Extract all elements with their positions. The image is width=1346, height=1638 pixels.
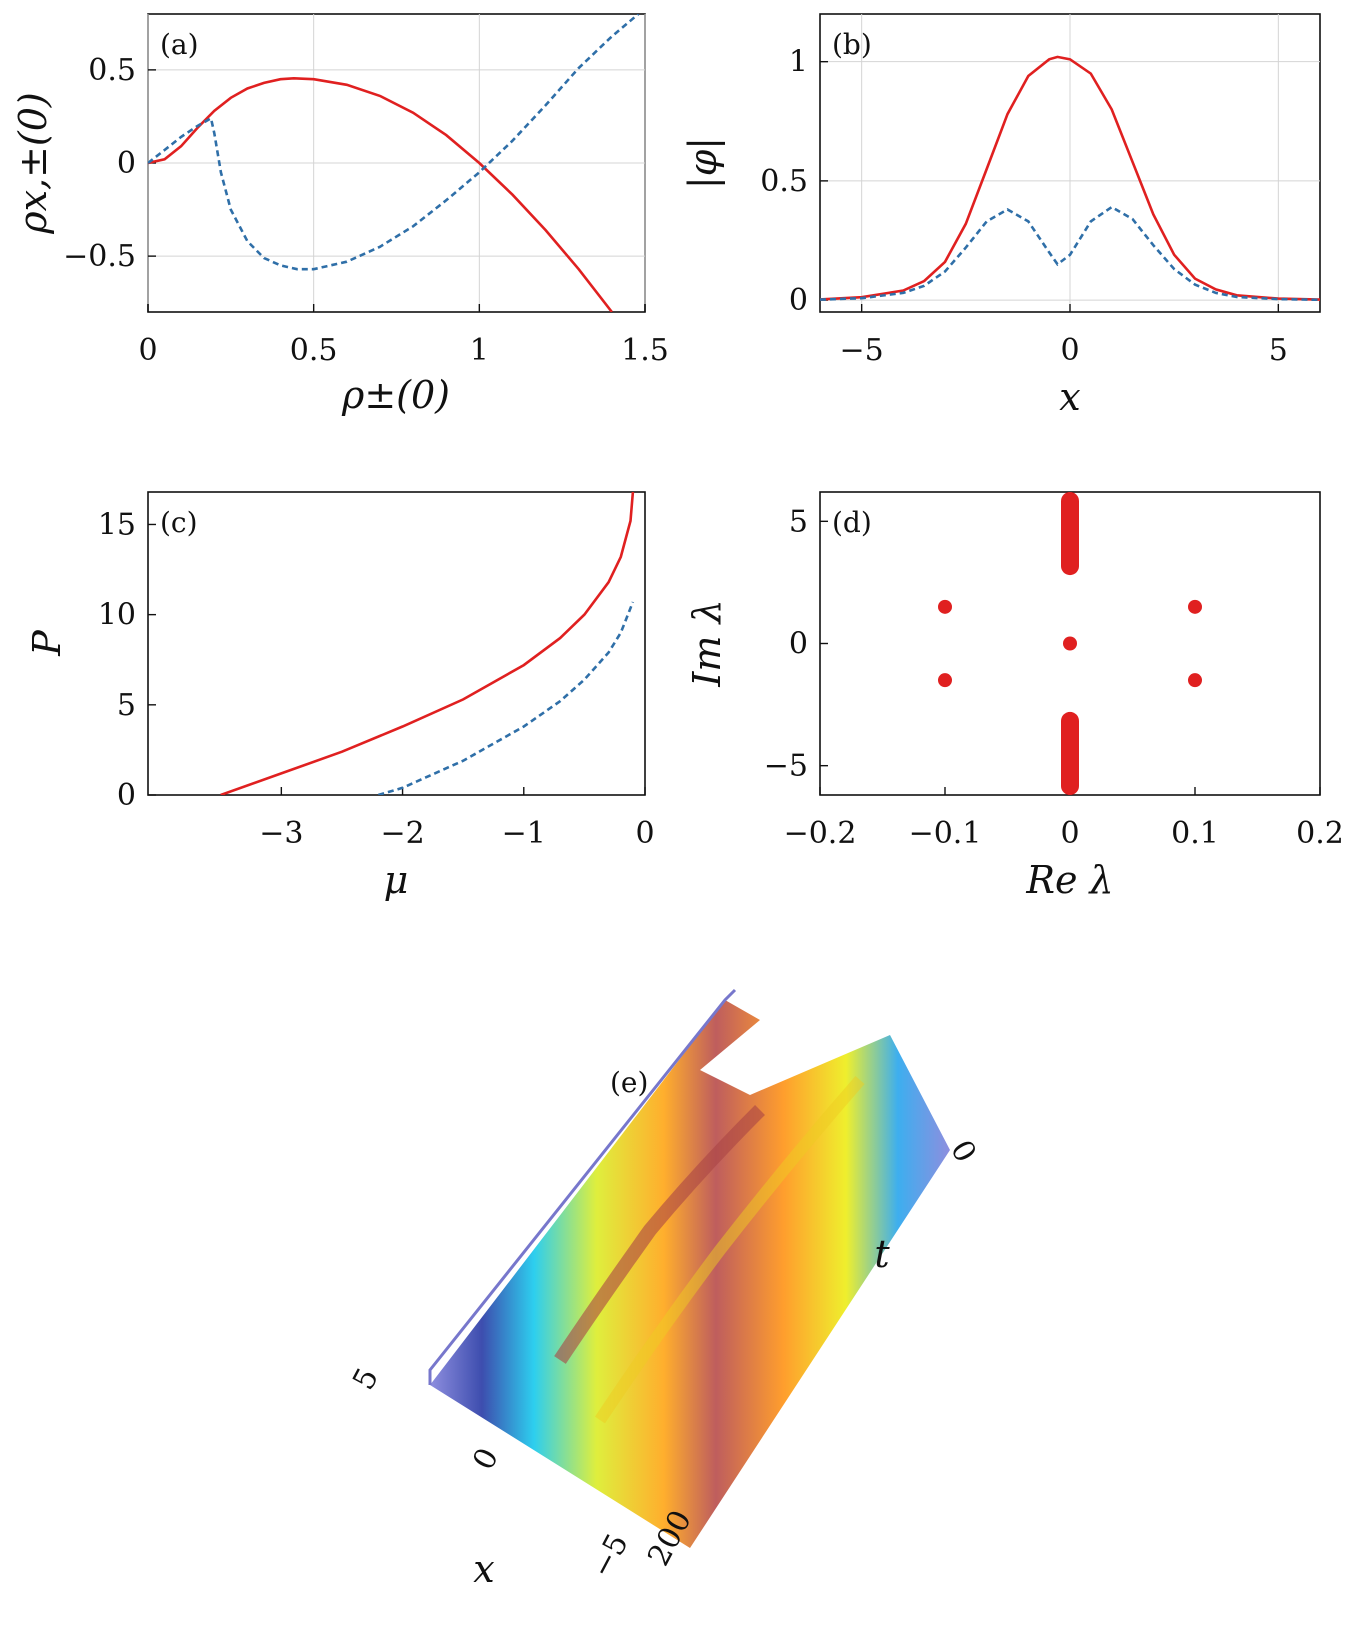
panel-a-ytick-label-2: 0.5: [88, 53, 136, 88]
panel-e-tlabel: t: [874, 1232, 890, 1276]
panel-b-series-1: [820, 205, 1320, 302]
panel-b-ylabel: |φ|: [681, 137, 725, 189]
panel-b-ytick-label-0: 0: [789, 283, 808, 318]
panel-a: (a) ρ±(0) ρx,±(0): [11, 13, 646, 417]
panel-c-series-1: [377, 601, 635, 795]
panel-c-label: (c): [160, 506, 198, 539]
panel-e-surface: [428, 988, 950, 1548]
panel-d-plot: [938, 492, 1202, 795]
panel-b-plot: [820, 55, 1320, 302]
panel-d-xlabel: Re λ: [1025, 858, 1113, 902]
panel-d-ylabel: Im λ: [685, 599, 729, 687]
panel-a-xtick-label-2: 1: [470, 333, 489, 368]
panel-c-ytick-label-1: 5: [117, 688, 136, 723]
panel-a-series-0: [148, 76, 613, 312]
panel-e-ttick-label-0: 0: [943, 1135, 983, 1169]
panel-c-ytick-label-0: 0: [117, 778, 136, 813]
panel-c-xlabel: μ: [384, 858, 409, 902]
panel-a-marks: 0 0.5 1 1.5 −0.5 0 0.5: [63, 14, 669, 368]
panel-d-point-3: [1188, 599, 1202, 614]
panel-a-plot: [148, 14, 640, 312]
panel-d-point-4: [1188, 673, 1202, 688]
panel-d-xtick-label-3: 0.1: [1171, 816, 1219, 851]
panel-e-xlabel: x: [473, 1547, 494, 1591]
panel-e-xtick-label-2: −5: [584, 1528, 636, 1583]
panel-a-ylabel: ρx,±(0): [11, 92, 55, 235]
panel-d-point-0: [938, 599, 952, 614]
panel-c-frame: [147, 491, 646, 796]
panel-a-xtick-label-1: 0.5: [290, 333, 338, 368]
panel-a-xtick-label-3: 1.5: [621, 333, 669, 368]
panel-b-ytick-label-1: 0.5: [760, 164, 808, 199]
panel-c: (c) μ P: [25, 491, 646, 902]
panel-c-ytick-label-3: 15: [98, 507, 136, 542]
panel-d: (d) Re λ Im λ: [685, 491, 1321, 902]
panel-d-ytick-label-2: 5: [789, 504, 808, 539]
panel-d-ytick-label-0: −5: [764, 749, 808, 784]
panel-c-series-0: [220, 492, 635, 795]
panel-d-xtick-label-1: −0.1: [909, 816, 982, 851]
panel-b-label: (b): [832, 28, 872, 61]
panel-e-xtick-label-0: 5: [346, 1362, 386, 1395]
panel-c-marks: −3 −2 −1 0 0 5 10 15: [98, 492, 655, 851]
panel-d-ytick-label-1: 0: [789, 627, 808, 662]
panel-c-ylabel: P: [25, 629, 69, 657]
panel-e-xtick-label-1: 0: [466, 1442, 506, 1475]
panel-a-xlabel: ρ±(0): [341, 373, 450, 417]
panel-d-continuum-1: [1061, 711, 1079, 795]
panel-d-point-1: [938, 673, 952, 688]
panel-b-ytick-label-2: 1: [789, 45, 808, 80]
panel-b: (b) x |φ|: [681, 13, 1321, 419]
panel-d-xtick-label-0: −0.2: [784, 816, 857, 851]
panel-a-ytick-label-0: −0.5: [63, 239, 136, 274]
panel-a-series-1: [148, 14, 640, 271]
panel-b-marks: −5 0 5 0 0.5 1: [760, 14, 1320, 368]
panel-e: (e) t x: [428, 988, 950, 1591]
panel-b-xtick-label-0: −5: [840, 333, 884, 368]
panel-c-xtick-label-1: −2: [380, 816, 424, 851]
panel-e-label: (e): [610, 1066, 648, 1099]
panel-c-ytick-label-2: 10: [98, 598, 136, 633]
panel-b-series-0: [820, 55, 1320, 301]
panel-d-continuum-0: [1061, 492, 1079, 576]
panel-d-xtick-label-4: 0.2: [1296, 816, 1344, 851]
panel-a-xtick-label-0: 0: [138, 333, 157, 368]
panel-c-plot: [220, 492, 635, 795]
panel-c-xtick-label-3: 0: [635, 816, 654, 851]
panel-d-xtick-label-2: 0: [1060, 816, 1079, 851]
panel-b-xtick-label-2: 5: [1269, 333, 1288, 368]
panel-a-ytick-label-1: 0: [117, 146, 136, 181]
panel-a-label: (a): [160, 28, 199, 61]
panel-d-label: (d): [832, 506, 872, 539]
panel-d-marks: −0.2 −0.1 0 0.1 0.2 −5 0 5: [764, 492, 1344, 851]
panel-b-xlabel: x: [1059, 375, 1080, 419]
panel-b-xtick-label-1: 0: [1060, 333, 1079, 368]
panel-c-xtick-label-0: −3: [259, 816, 303, 851]
panel-d-point-2: [1063, 636, 1077, 651]
panel-c-xtick-label-2: −1: [502, 816, 546, 851]
